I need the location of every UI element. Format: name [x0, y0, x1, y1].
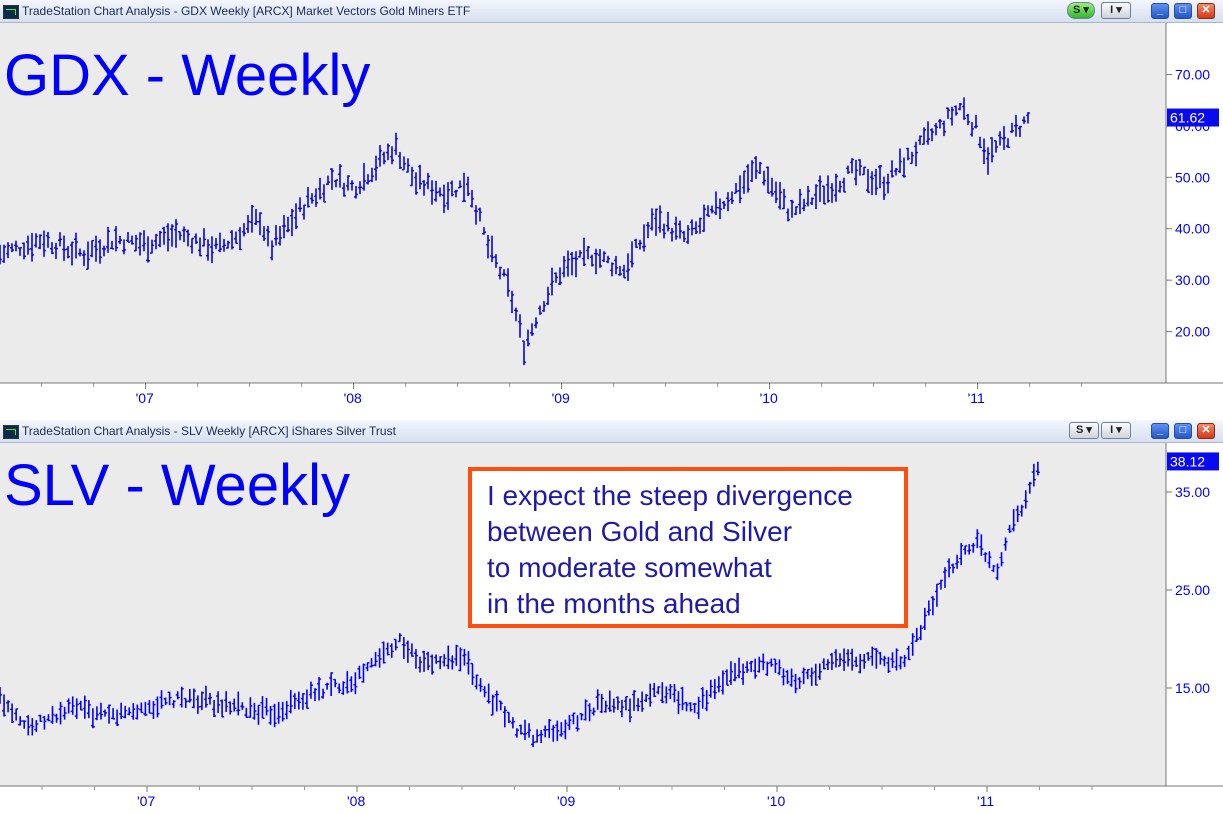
y-tick-label: 15.00	[1175, 680, 1210, 696]
last-price-badge	[1167, 452, 1219, 471]
x-tick-label: '10	[767, 793, 785, 809]
last-price-label: 61.62	[1170, 110, 1205, 126]
status-s-label: S	[1073, 4, 1081, 16]
callout-line: I expect the steep divergence	[487, 480, 853, 511]
x-tick-label: '09	[552, 390, 570, 406]
y-tick-label: 50.00	[1175, 169, 1210, 185]
gdx-chart-window: TradeStation Chart Analysis - GDX Weekly…	[0, 0, 1223, 410]
last-price-label: 38.12	[1170, 453, 1205, 469]
slv-window-titlebar[interactable]: TradeStation Chart Analysis - SLV Weekly…	[0, 420, 1223, 443]
x-tick-label: '07	[137, 793, 155, 809]
chart-title: GDX - Weekly	[4, 43, 370, 108]
status-s-button[interactable]: S ▾	[1069, 422, 1099, 439]
price-series	[0, 97, 1030, 366]
close-button[interactable]: ✕	[1197, 423, 1215, 439]
close-button[interactable]: ✕	[1197, 3, 1215, 19]
y-tick-label: 70.00	[1175, 66, 1210, 82]
y-tick-label: 30.00	[1175, 272, 1210, 288]
maximize-button[interactable]: □	[1174, 423, 1192, 439]
info-i-button[interactable]: I ▾	[1101, 2, 1131, 19]
maximize-button[interactable]: □	[1174, 3, 1192, 19]
status-s-label: S	[1076, 424, 1084, 436]
price-axis-area	[1166, 23, 1223, 383]
y-tick-label: 35.00	[1175, 484, 1210, 500]
gdx-window-title: TradeStation Chart Analysis - GDX Weekly…	[22, 4, 471, 18]
x-tick-label: '09	[557, 793, 575, 809]
last-price-badge	[1167, 108, 1219, 127]
x-tick-label: '08	[347, 793, 365, 809]
gdx-window-titlebar[interactable]: TradeStation Chart Analysis - GDX Weekly…	[0, 0, 1223, 23]
slv-window-title: TradeStation Chart Analysis - SLV Weekly…	[22, 424, 396, 438]
y-tick-label: 20.00	[1175, 324, 1210, 340]
y-tick-label: 40.00	[1175, 221, 1210, 237]
info-i-label: I	[1110, 4, 1114, 16]
x-tick-label: '07	[136, 390, 154, 406]
y-tick-label: 25.00	[1175, 582, 1210, 598]
x-tick-label: '08	[344, 390, 362, 406]
minimize-button[interactable]: _	[1151, 3, 1169, 19]
callout-line: to moderate somewhat	[487, 552, 772, 583]
chart-title: SLV - Weekly	[4, 453, 350, 518]
info-i-button[interactable]: I ▾	[1101, 422, 1131, 439]
minimize-button[interactable]: _	[1151, 423, 1169, 439]
price-series	[0, 461, 1040, 748]
gdx-chart[interactable]: GDX - Weekly20.0030.0040.0050.0060.0070.…	[0, 23, 1223, 410]
x-tick-label: '11	[977, 793, 994, 809]
price-axis-area	[1166, 443, 1223, 786]
plot-area	[0, 23, 1166, 383]
status-s-button[interactable]: S ▾	[1067, 2, 1095, 19]
tradestation-app-icon	[3, 5, 19, 19]
tradestation-app-icon	[3, 425, 19, 439]
callout-line: in the months ahead	[487, 588, 741, 619]
x-tick-label: '10	[760, 390, 778, 406]
x-tick-label: '11	[968, 390, 985, 406]
callout-line: between Gold and Silver	[487, 516, 793, 547]
info-i-label: I	[1110, 424, 1114, 436]
annotation-callout: I expect the steep divergence between Go…	[468, 467, 908, 628]
